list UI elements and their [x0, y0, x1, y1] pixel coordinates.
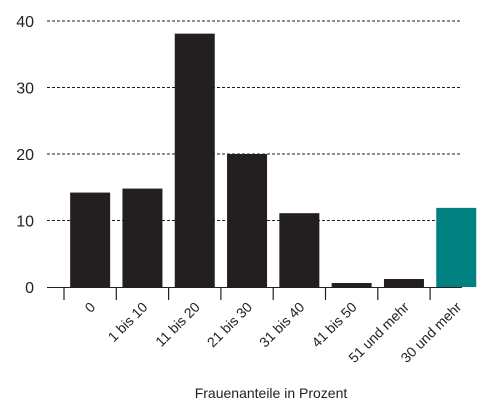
x-tick-label: 41 bis 50: [308, 299, 360, 351]
x-tick-label: 1 bis 10: [105, 299, 151, 345]
bar: [331, 283, 372, 287]
x-axis-title: Frauenanteile in Prozent: [195, 385, 348, 401]
x-axis-tick-labels: 0 1 bis 10 11 bis 20 21 bis 30 31 bis 40 41 b…: [81, 299, 464, 366]
bars: [70, 33, 477, 288]
y-axis-ticks: 0 10 20 30 40: [16, 14, 34, 297]
bar: [227, 154, 268, 287]
x-tick-label: 0: [81, 299, 98, 316]
bar: [70, 192, 111, 287]
y-tick-label: 30: [16, 81, 34, 98]
bar: [174, 33, 215, 288]
bar: [122, 188, 163, 287]
y-tick-label: 40: [16, 14, 34, 31]
x-axis: [47, 287, 462, 300]
bar: [383, 279, 424, 287]
bar: [279, 213, 320, 287]
x-tick-label: 31 bis 40: [256, 299, 308, 351]
x-tick-label: 11 bis 20: [152, 299, 203, 350]
bar: [436, 207, 477, 287]
x-tick-label: 21 bis 30: [204, 299, 256, 351]
y-tick-label: 20: [16, 147, 34, 164]
y-tick-label: 0: [25, 280, 34, 297]
y-tick-label: 10: [16, 214, 34, 231]
